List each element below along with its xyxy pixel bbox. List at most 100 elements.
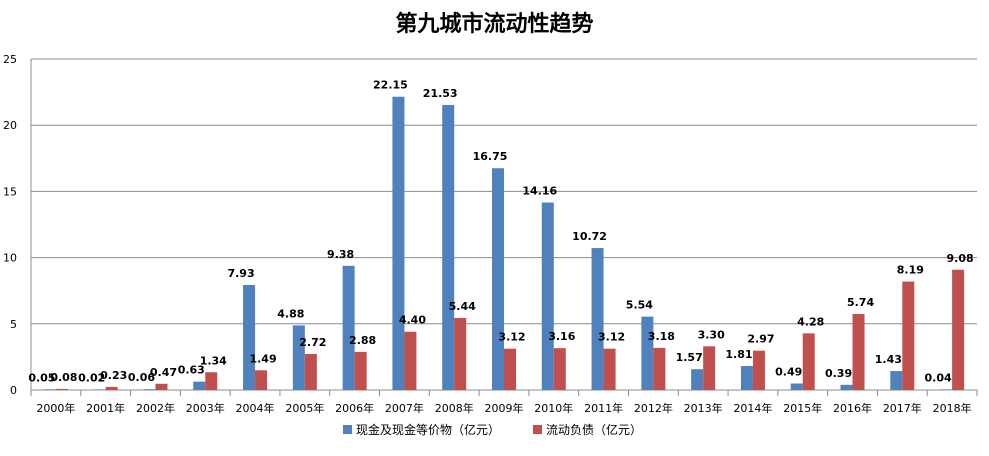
x-tick-label: 2003年 [186, 401, 225, 415]
data-label: 0.23 [100, 369, 127, 382]
bar-liabilities [752, 350, 765, 390]
bar-liabilities [255, 370, 268, 390]
legend-label: 现金及现金等价物（亿元） [356, 422, 500, 437]
data-label: 1.57 [676, 351, 703, 364]
y-tick-label: 20 [3, 119, 17, 132]
y-tick-label: 0 [10, 384, 17, 397]
x-tick-label: 2005年 [285, 401, 324, 415]
data-label: 9.08 [947, 252, 974, 265]
bar-liabilities [603, 348, 616, 390]
bar-cash [541, 202, 554, 390]
data-label: 10.72 [572, 230, 607, 243]
bar-cash [193, 381, 206, 390]
y-tick-label: 25 [3, 53, 17, 66]
data-label: 0.63 [178, 364, 205, 377]
data-label: 4.88 [277, 307, 304, 320]
x-tick-label: 2000年 [36, 401, 75, 415]
data-label: 5.74 [847, 296, 874, 309]
data-label: 0.47 [150, 366, 177, 379]
bar-cash [93, 389, 106, 390]
data-label: 0.39 [825, 367, 852, 380]
x-tick-label: 2007年 [385, 401, 424, 415]
legend-swatch [533, 425, 542, 434]
x-tick-label: 2004年 [236, 401, 275, 415]
bar-cash [43, 389, 56, 390]
data-label: 21.53 [423, 87, 458, 100]
bar-cash [790, 383, 803, 390]
chart-title: 第九城市流动性趋势 [395, 12, 594, 37]
bar-cash [740, 366, 753, 390]
bar-cash [641, 316, 654, 390]
data-label: 3.12 [498, 331, 525, 344]
bar-liabilities [404, 331, 417, 390]
x-tick-label: 2009年 [485, 401, 524, 415]
bar-liabilities [304, 353, 317, 390]
bar-liabilities [155, 383, 168, 390]
data-label: 0.49 [775, 366, 802, 379]
data-label: 1.34 [200, 354, 227, 367]
bar-cash [292, 325, 305, 390]
x-tick-label: 2010年 [534, 401, 573, 415]
bar-liabilities [653, 347, 666, 390]
x-tick-label: 2014年 [733, 401, 772, 415]
data-label: 2.97 [747, 333, 774, 346]
bar-cash [840, 384, 853, 390]
bar-cash [143, 389, 156, 390]
x-tick-label: 2002年 [136, 401, 175, 415]
x-tick-label: 2012年 [634, 401, 673, 415]
data-label: 4.40 [399, 314, 426, 327]
data-label: 8.19 [897, 264, 924, 277]
bar-cash [243, 285, 256, 390]
legend-swatch [343, 425, 352, 434]
data-label: 14.16 [522, 185, 557, 198]
data-label: 4.28 [797, 315, 824, 328]
y-tick-label: 15 [3, 185, 17, 198]
data-label: 2.88 [349, 334, 376, 347]
bar-liabilities [504, 348, 516, 390]
data-label: 3.18 [648, 330, 675, 343]
x-tick-label: 2011年 [584, 401, 623, 415]
data-label: 0.04 [925, 371, 952, 384]
x-tick-label: 2016年 [833, 401, 872, 415]
x-tick-label: 2008年 [435, 401, 474, 415]
data-label: 22.15 [373, 79, 408, 92]
y-tick-label: 10 [3, 252, 17, 265]
bar-liabilities [105, 386, 118, 390]
bar-cash [940, 389, 953, 390]
data-label: 3.12 [598, 331, 625, 344]
bar-cash [342, 265, 355, 390]
bar-cash [890, 371, 903, 390]
bar-liabilities [902, 281, 915, 390]
data-label: 5.44 [449, 300, 476, 313]
data-label: 1.43 [875, 353, 902, 366]
data-label: 2.72 [299, 336, 326, 349]
x-tick-label: 2017年 [883, 401, 922, 415]
bar-liabilities [802, 333, 815, 390]
bar-liabilities [703, 346, 716, 390]
bar-liabilities [55, 388, 68, 390]
bar-liabilities [852, 314, 865, 390]
data-label: 0.08 [50, 371, 77, 384]
x-tick-label: 2001年 [86, 401, 125, 415]
data-label: 9.38 [327, 248, 354, 261]
data-label: 5.54 [626, 299, 653, 312]
data-label: 0.02 [78, 371, 105, 384]
data-label: 1.49 [249, 352, 276, 365]
x-tick-label: 2015年 [783, 401, 822, 415]
data-label: 0.06 [128, 371, 155, 384]
data-label: 7.93 [227, 267, 254, 280]
x-tick-label: 2018年 [933, 401, 972, 415]
bar-liabilities [952, 269, 965, 390]
bar-cash [442, 104, 455, 390]
bar-cash [392, 96, 405, 390]
y-tick-label: 5 [10, 318, 17, 331]
data-label: 0.05 [28, 371, 55, 384]
x-tick-label: 2006年 [335, 401, 374, 415]
bar-cash [492, 168, 504, 390]
bar-liabilities [454, 317, 467, 390]
bar-liabilities [553, 348, 566, 390]
bar-liabilities [205, 372, 218, 390]
data-label: 3.16 [548, 330, 575, 343]
